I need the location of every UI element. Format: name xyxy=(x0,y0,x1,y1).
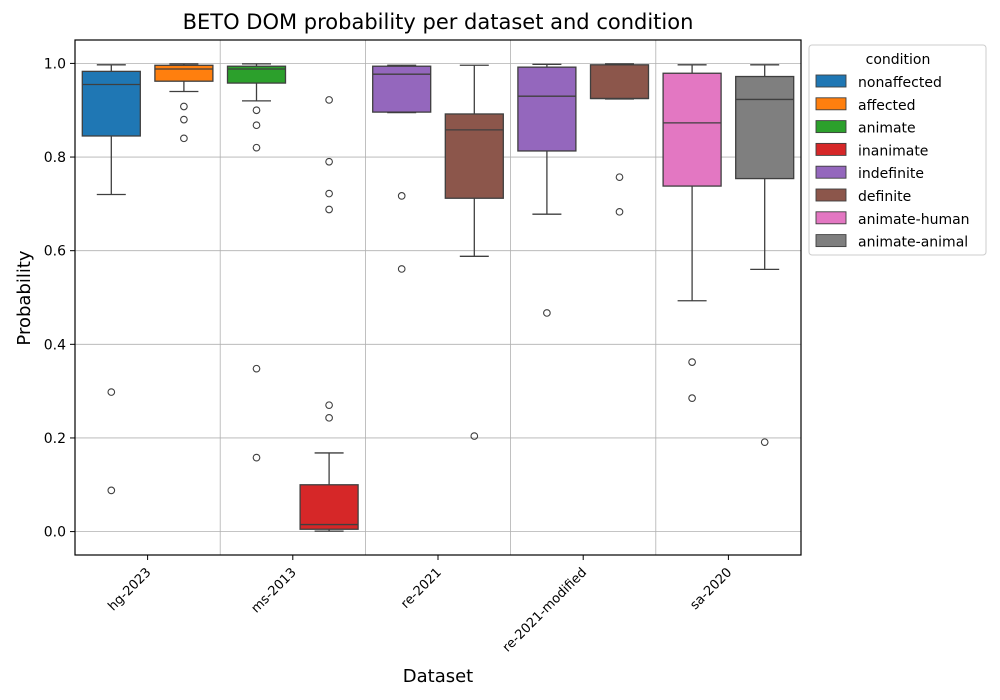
box-hg-2023-affected xyxy=(154,63,214,143)
legend-swatch xyxy=(815,165,847,179)
legend-swatch xyxy=(815,188,847,202)
x-tick-label-sa-2020: sa-2020 xyxy=(687,565,735,613)
legend-item-affected: affected xyxy=(815,97,916,114)
outlier-point xyxy=(397,192,406,200)
box-series xyxy=(81,63,795,532)
box-re-2021-indefinite xyxy=(372,64,432,273)
box-body xyxy=(517,66,577,152)
box-body xyxy=(226,65,287,84)
outlier-point xyxy=(252,121,261,130)
legend-swatch xyxy=(815,74,847,88)
x-tick-label-re-2021: re-2021 xyxy=(398,565,445,612)
outlier-point xyxy=(615,207,624,216)
legend-swatch xyxy=(815,97,847,111)
y-tick-label: 0.8 xyxy=(44,150,66,166)
legend-swatch xyxy=(815,142,847,156)
legend-label: animate xyxy=(858,121,916,137)
box-hg-2023-nonaffected xyxy=(81,64,141,495)
legend-label: nonaffected xyxy=(858,75,942,91)
box-sa-2020-animate-human xyxy=(662,64,722,403)
box-sa-2020-animate-animal xyxy=(735,64,795,447)
outlier-point xyxy=(180,102,188,111)
x-axis-label: Dataset xyxy=(403,666,474,687)
box-body xyxy=(444,113,504,199)
legend-label: indefinite xyxy=(858,166,924,182)
legend-item-nonaffected: nonaffected xyxy=(815,74,942,91)
box-body xyxy=(81,70,141,137)
outlier-point xyxy=(252,453,261,462)
x-tick-label-hg-2023: hg-2023 xyxy=(105,565,154,614)
outlier-point xyxy=(325,157,333,166)
legend-swatch xyxy=(815,211,847,225)
box-body xyxy=(589,64,650,100)
legend-label: inanimate xyxy=(858,143,928,159)
box-body xyxy=(299,484,359,530)
y-tick-label: 0.0 xyxy=(44,525,66,541)
x-tick-label-re-2021-modified: re-2021-modified xyxy=(500,565,590,655)
outlier-point xyxy=(325,401,333,410)
box-body xyxy=(372,65,432,113)
legend-item-inanimate: inanimate xyxy=(815,142,928,159)
outlier-point xyxy=(760,438,769,447)
outlier-point xyxy=(325,189,333,198)
legend-label: animate-animal xyxy=(858,235,968,251)
legend: condition nonaffected affected animate inan… xyxy=(808,44,987,256)
legend-item-definite: definite xyxy=(815,188,911,205)
y-tick-label: 0.6 xyxy=(44,244,66,260)
y-tick-label: 0.2 xyxy=(44,431,66,447)
legend-item-animate-animal: animate-animal xyxy=(815,234,968,251)
box-re-2021-modified-indefinite xyxy=(517,63,577,317)
legend-swatch xyxy=(815,120,847,134)
legend-title: condition xyxy=(866,52,931,68)
y-axis-label: Probability xyxy=(14,250,35,345)
x-tick-label-ms-2013: ms-2013 xyxy=(249,565,300,616)
outlier-point xyxy=(180,134,188,143)
outlier-point xyxy=(325,205,333,214)
legend-item-animate-human: animate-human xyxy=(815,211,970,228)
outlier-point xyxy=(470,432,479,440)
x-axis-ticks: hg-2023 ms-2013 re-2021 re-2021-modified sa-… xyxy=(105,555,735,655)
box-body xyxy=(662,72,722,187)
outlier-point xyxy=(688,394,696,403)
outlier-point xyxy=(180,115,188,124)
y-tick-label: 0.4 xyxy=(44,337,66,353)
y-axis-ticks: 0.0 0.2 0.4 0.6 0.8 1.0 xyxy=(44,56,75,541)
outlier-point xyxy=(325,413,333,422)
outlier-point xyxy=(615,173,624,182)
outlier-point xyxy=(397,265,406,273)
outlier-point xyxy=(252,364,261,373)
outlier-point xyxy=(252,143,261,152)
legend-item-animate: animate xyxy=(815,120,916,137)
box-ms-2013-animate xyxy=(226,63,287,462)
outlier-point xyxy=(107,486,116,495)
legend-label: definite xyxy=(858,189,911,205)
legend-swatch xyxy=(815,234,847,248)
outlier-point xyxy=(252,106,261,115)
box-body xyxy=(154,64,214,82)
y-tick-label: 1.0 xyxy=(44,56,66,72)
legend-items: nonaffected affected animate inanimate indef… xyxy=(815,74,970,251)
legend-label: animate-human xyxy=(858,212,970,228)
legend-item-indefinite: indefinite xyxy=(815,165,924,182)
box-ms-2013-inanimate xyxy=(299,96,359,532)
legend-label: affected xyxy=(858,98,916,114)
box-body xyxy=(735,75,795,180)
box-re-2021-definite xyxy=(444,64,504,440)
outlier-point xyxy=(325,96,333,104)
box-re-2021-modified-definite xyxy=(589,63,650,216)
legend-frame xyxy=(808,44,987,256)
outlier-point xyxy=(107,388,116,396)
outlier-point xyxy=(543,309,551,317)
outlier-point xyxy=(688,358,696,366)
chart-title: BETO DOM probability per dataset and con… xyxy=(183,10,694,34)
